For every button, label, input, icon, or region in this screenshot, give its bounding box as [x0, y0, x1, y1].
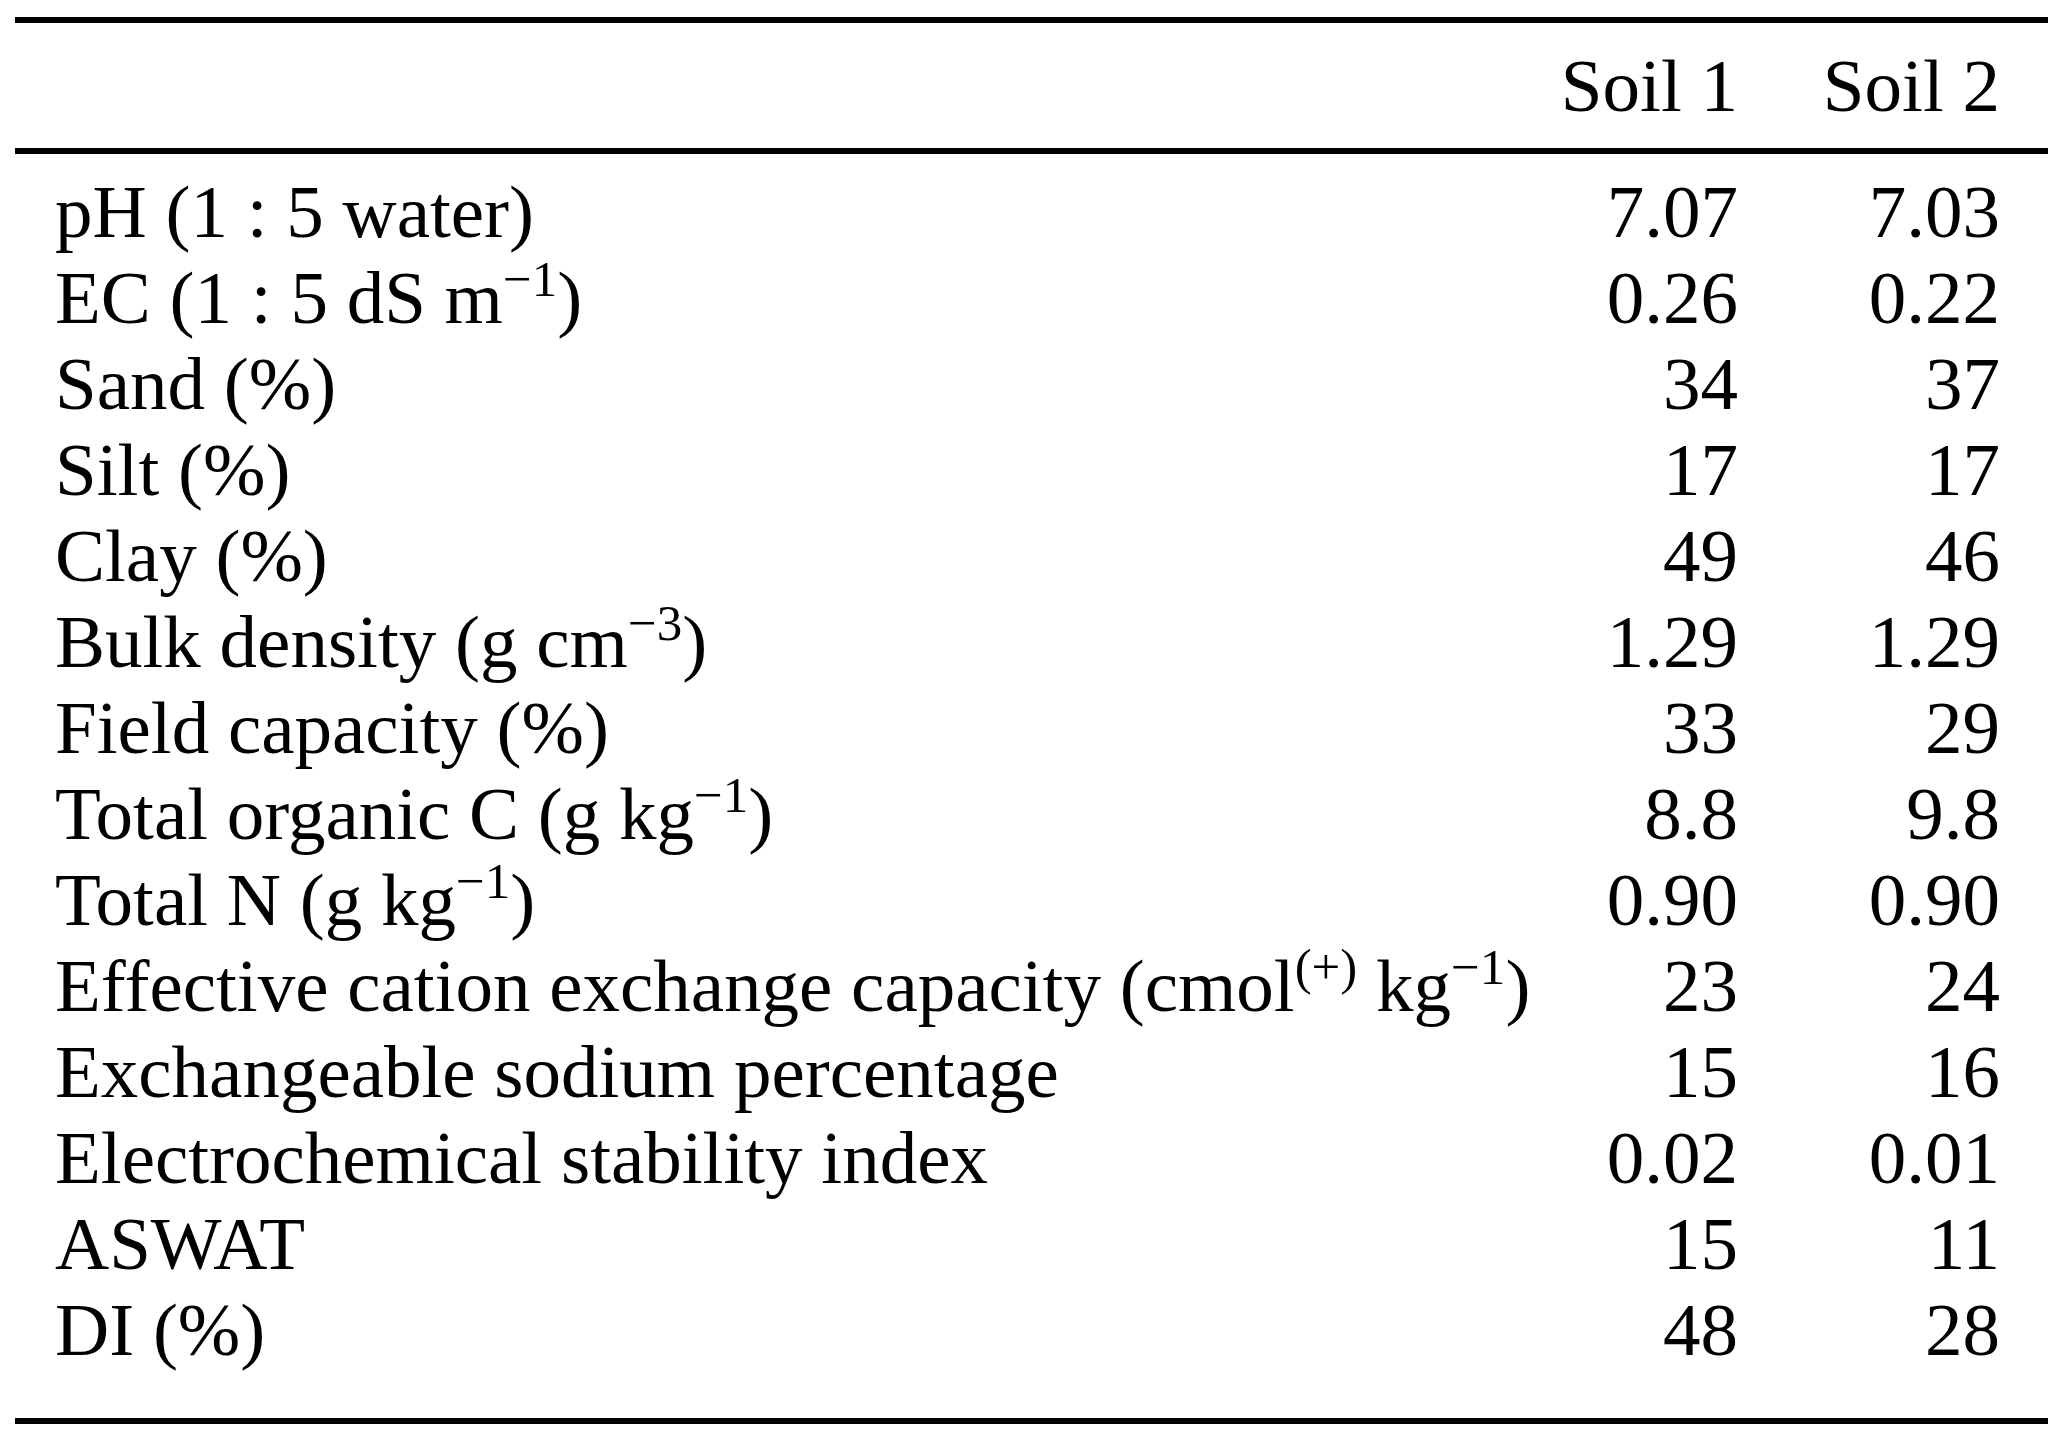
label-text: ) — [682, 600, 707, 683]
row-label: Field capacity (%) — [15, 685, 1488, 771]
label-text: ) — [748, 772, 773, 855]
soil1-value: 49 — [1488, 513, 1738, 599]
table-row: Bulk density (g cm−3)1.291.29 — [15, 599, 2048, 685]
soil2-value: 28 — [1738, 1287, 2048, 1373]
table-row: Total N (g kg−1)0.900.90 — [15, 857, 2048, 943]
soil1-value: 7.07 — [1488, 169, 1738, 255]
soil2-value: 9.8 — [1738, 771, 2048, 857]
label-text: ASWAT — [55, 1202, 305, 1285]
soil2-value: 37 — [1738, 341, 2048, 427]
row-label: Bulk density (g cm−3) — [15, 599, 1488, 685]
label-text: Exchangeable sodium percentage — [55, 1030, 1059, 1113]
table-body: pH (1 : 5 water)7.077.03EC (1 : 5 dS m−1… — [15, 154, 2048, 1373]
table-row: pH (1 : 5 water) 7.077.03 — [15, 169, 2048, 255]
header-soil1: Soil 1 — [1488, 43, 1738, 129]
soil1-value: 0.02 — [1488, 1115, 1738, 1201]
soil1-value: 0.26 — [1488, 255, 1738, 341]
label-text: Total N (g kg — [55, 858, 456, 941]
label-superscript: −1 — [694, 767, 748, 823]
label-text: kg — [1357, 944, 1451, 1027]
soil1-value: 23 — [1488, 943, 1738, 1029]
row-label: ASWAT — [15, 1201, 1488, 1287]
label-text: Field capacity (%) — [55, 686, 609, 769]
table-row: DI (%) 4828 — [15, 1287, 2048, 1373]
row-label: Total N (g kg−1) — [15, 857, 1488, 943]
bottom-spacer — [15, 1373, 2048, 1418]
label-superscript: (+) — [1295, 939, 1358, 995]
label-text: pH (1 : 5 water) — [55, 170, 534, 253]
table-row: Silt (%) 1717 — [15, 427, 2048, 513]
soil1-value: 0.90 — [1488, 857, 1738, 943]
soil1-value: 8.8 — [1488, 771, 1738, 857]
label-text: Bulk density (g cm — [55, 600, 628, 683]
label-text: Silt (%) — [55, 428, 290, 511]
soil2-value: 1.29 — [1738, 599, 2048, 685]
label-text: Total organic C (g kg — [55, 772, 694, 855]
soil2-value: 46 — [1738, 513, 2048, 599]
header-row: Soil 1 Soil 2 — [15, 23, 2048, 148]
soil2-value: 0.01 — [1738, 1115, 2048, 1201]
soil2-value: 0.22 — [1738, 255, 2048, 341]
soil1-value: 48 — [1488, 1287, 1738, 1373]
row-label: Total organic C (g kg−1) — [15, 771, 1488, 857]
label-text: Sand (%) — [55, 342, 336, 425]
soil2-value: 17 — [1738, 427, 2048, 513]
label-text: Electrochemical stability index — [55, 1116, 988, 1199]
row-label: Exchangeable sodium percentage — [15, 1029, 1488, 1115]
table-row: ASWAT 1511 — [15, 1201, 2048, 1287]
table-row: Exchangeable sodium percentage 1516 — [15, 1029, 2048, 1115]
table-row: Electrochemical stability index 0.020.01 — [15, 1115, 2048, 1201]
soil2-value: 11 — [1738, 1201, 2048, 1287]
row-label: Effective cation exchange capacity (cmol… — [15, 943, 1488, 1029]
soil1-value: 17 — [1488, 427, 1738, 513]
label-superscript: −3 — [628, 595, 682, 651]
table-row: Field capacity (%) 3329 — [15, 685, 2048, 771]
label-text: EC (1 : 5 dS m — [55, 256, 503, 339]
soil2-value: 7.03 — [1738, 169, 2048, 255]
table-row: Sand (%) 3437 — [15, 341, 2048, 427]
row-label: Clay (%) — [15, 513, 1488, 599]
label-superscript: −1 — [456, 853, 510, 909]
table-row: Clay (%) 4946 — [15, 513, 2048, 599]
soil2-value: 24 — [1738, 943, 2048, 1029]
label-text: ) — [510, 858, 535, 941]
soil2-value: 29 — [1738, 685, 2048, 771]
row-label: pH (1 : 5 water) — [15, 169, 1488, 255]
label-text: ) — [557, 256, 582, 339]
soil2-value: 0.90 — [1738, 857, 2048, 943]
soil2-value: 16 — [1738, 1029, 2048, 1115]
label-text: Clay (%) — [55, 514, 328, 597]
soil1-value: 15 — [1488, 1201, 1738, 1287]
header-soil2: Soil 2 — [1738, 43, 2048, 129]
soil1-value: 34 — [1488, 341, 1738, 427]
soil1-value: 33 — [1488, 685, 1738, 771]
bottom-rule — [15, 1418, 2048, 1424]
label-superscript: −1 — [1451, 939, 1505, 995]
paper-table-page: Soil 1 Soil 2 pH (1 : 5 water)7.077.03EC… — [0, 0, 2067, 1441]
row-label: Sand (%) — [15, 341, 1488, 427]
table-row: Total organic C (g kg−1)8.89.8 — [15, 771, 2048, 857]
soil1-value: 15 — [1488, 1029, 1738, 1115]
row-label: EC (1 : 5 dS m−1) — [15, 255, 1488, 341]
table-row: Effective cation exchange capacity (cmol… — [15, 943, 2048, 1029]
table-row: EC (1 : 5 dS m−1)0.260.22 — [15, 255, 2048, 341]
soil1-value: 1.29 — [1488, 599, 1738, 685]
soil-properties-table: Soil 1 Soil 2 pH (1 : 5 water)7.077.03EC… — [15, 0, 2048, 1424]
row-label: DI (%) — [15, 1287, 1488, 1373]
label-superscript: −1 — [503, 251, 557, 307]
label-text: DI (%) — [55, 1288, 265, 1371]
label-text: Effective cation exchange capacity (cmol — [55, 944, 1295, 1027]
row-label: Silt (%) — [15, 427, 1488, 513]
row-label: Electrochemical stability index — [15, 1115, 1488, 1201]
